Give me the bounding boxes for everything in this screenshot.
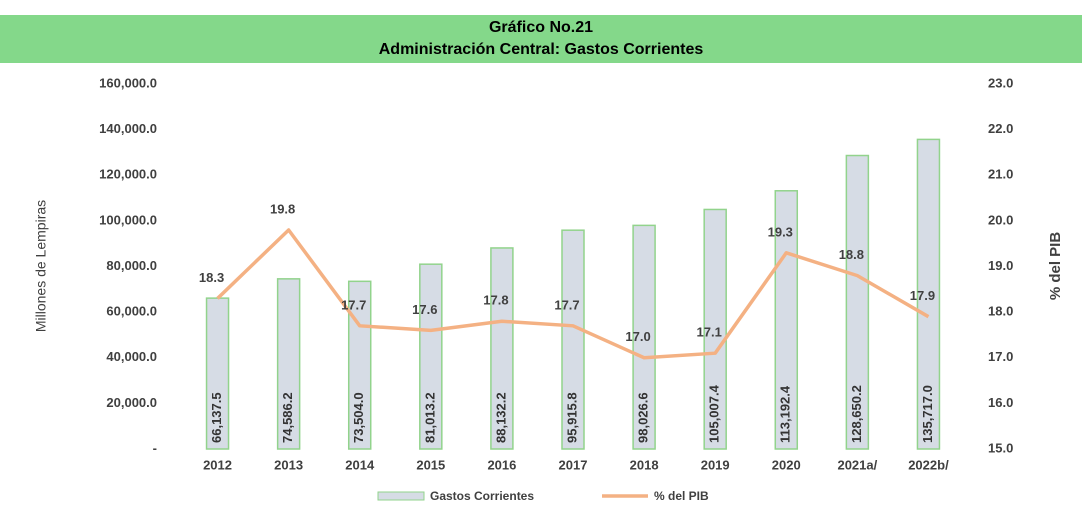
line-value-label: 17.9: [910, 288, 935, 303]
y2-tick-label: 15.0: [988, 440, 1013, 455]
line-value-label: 17.7: [341, 297, 366, 312]
x-tick-label: 2017: [559, 457, 588, 472]
line-value-label: 17.0: [625, 329, 650, 344]
legend-label: % del PIB: [654, 489, 709, 503]
bar: [347, 280, 372, 450]
x-tick-label: 2013: [274, 457, 303, 472]
line-value-label: 18.3: [199, 270, 224, 285]
chart-subtitle: Administración Central: Gastos Corriente…: [379, 41, 704, 58]
bar: [419, 263, 443, 450]
y2-tick-label: 21.0: [988, 167, 1013, 182]
bar: [703, 208, 727, 450]
x-tick-label: 2020: [772, 457, 801, 472]
x-tick-label: 2016: [487, 457, 516, 472]
bar: [490, 247, 514, 450]
bar-value-label: 98,026.6: [636, 392, 651, 443]
y2-axis-label: % del PIB: [1047, 232, 1064, 301]
line-value-label: 17.1: [697, 325, 722, 340]
y-tick-label: 40,000.0: [106, 349, 157, 364]
y2-tick-label: 23.0: [988, 75, 1013, 90]
y2-tick-label: 17.0: [988, 349, 1013, 364]
bar-value-label: 105,007.4: [707, 384, 722, 443]
bar: [845, 154, 870, 450]
bar-value-label: 95,915.8: [564, 392, 579, 443]
y2-tick-label: 20.0: [988, 212, 1013, 227]
line-value-label: 17.8: [483, 293, 508, 308]
bar: [561, 229, 585, 450]
legend-swatch: [377, 491, 425, 501]
bar: [632, 224, 656, 450]
bar: [916, 138, 941, 450]
line-value-label: 18.8: [839, 247, 864, 262]
title-banner: [0, 15, 1082, 63]
legend-label: Gastos Corrientes: [430, 489, 534, 503]
bar-value-label: 74,586.2: [280, 392, 295, 443]
line-value-label: 19.3: [768, 224, 793, 239]
y-tick-label: 80,000.0: [106, 258, 157, 273]
x-tick-label: 2022b/: [908, 457, 949, 472]
y-tick-label: -: [153, 440, 157, 455]
line-value-label: 17.6: [412, 302, 437, 317]
x-tick-label: 2012: [203, 457, 232, 472]
y-tick-label: 140,000.0: [99, 121, 157, 136]
y2-tick-label: 16.0: [988, 395, 1013, 410]
y-tick-label: 20,000.0: [106, 395, 157, 410]
bar-value-label: 113,192.4: [778, 385, 793, 443]
x-tick-label: 2015: [416, 457, 445, 472]
y-tick-label: 160,000.0: [99, 75, 157, 90]
y-tick-label: 120,000.0: [99, 167, 157, 182]
y2-tick-label: 22.0: [988, 121, 1013, 136]
bar-value-label: 66,137.5: [209, 392, 224, 443]
line-value-label: 19.8: [270, 201, 295, 216]
x-tick-label: 2014: [345, 457, 375, 472]
line: [216, 228, 930, 360]
chart-title: Gráfico No.21: [489, 19, 593, 36]
y2-tick-label: 19.0: [988, 258, 1013, 273]
x-tick-label: 2021a/: [837, 457, 877, 472]
bar-value-label: 135,717.0: [920, 385, 935, 443]
bar-value-label: 73,504.0: [351, 392, 366, 443]
x-tick-label: 2019: [701, 457, 730, 472]
y-tick-label: 60,000.0: [106, 304, 157, 319]
y-axis-label: Millones de Lempiras: [33, 200, 49, 332]
y-tick-label: 100,000.0: [99, 212, 157, 227]
bar: [276, 278, 301, 450]
bar-value-label: 81,013.2: [422, 392, 437, 443]
x-tick-label: 2018: [630, 457, 659, 472]
line-value-label: 17.7: [554, 297, 579, 312]
y2-tick-label: 18.0: [988, 304, 1013, 319]
bar-value-label: 88,132.2: [493, 392, 508, 443]
bar-value-label: 128,650.2: [849, 385, 864, 443]
